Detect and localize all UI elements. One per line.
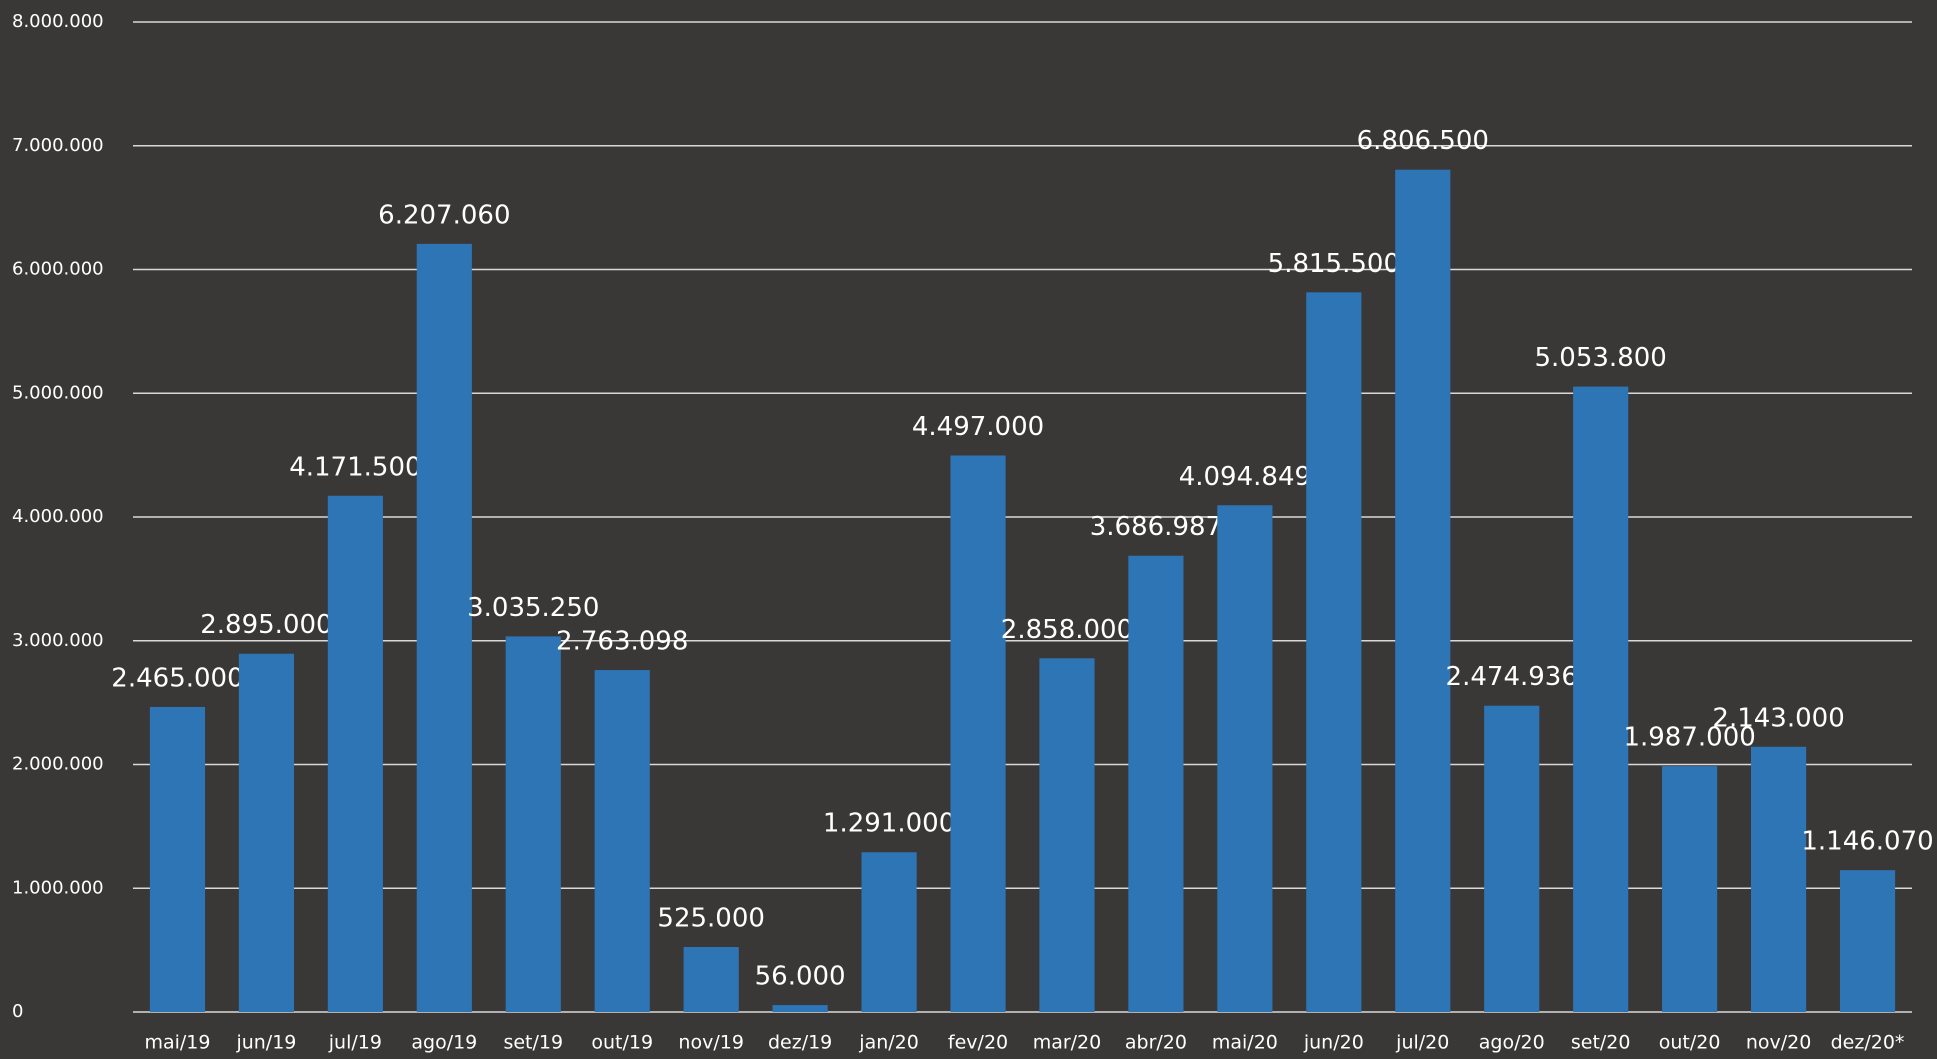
value-label: 3.035.250 [467, 593, 599, 623]
bar [950, 455, 1006, 1013]
x-tick-label: abr/20 [1125, 1032, 1187, 1054]
y-tick-label: 2.000.000 [12, 754, 104, 775]
bar [772, 1005, 828, 1012]
bar [1128, 555, 1184, 1012]
value-label: 4.094.849 [1179, 462, 1311, 492]
bar [1751, 746, 1807, 1012]
x-tick-label: dez/20* [1831, 1032, 1905, 1054]
x-tick-label: nov/19 [678, 1032, 744, 1054]
bar [1573, 386, 1629, 1012]
value-label: 5.815.500 [1268, 249, 1400, 279]
bar [1484, 705, 1540, 1012]
value-label: 525.000 [657, 904, 765, 934]
value-label: 2.143.000 [1712, 703, 1844, 733]
value-label: 2.895.000 [200, 610, 332, 640]
bar [861, 852, 917, 1012]
bar [1306, 292, 1362, 1012]
x-tick-label: mai/20 [1212, 1032, 1278, 1054]
x-tick-label: out/20 [1659, 1032, 1721, 1054]
value-label: 4.497.000 [912, 412, 1044, 442]
y-tick-label: 0 [12, 1001, 23, 1022]
bar [1662, 766, 1718, 1012]
value-label: 1.291.000 [823, 809, 955, 839]
y-tick-label: 6.000.000 [12, 259, 104, 280]
x-tick-label: mar/20 [1033, 1032, 1102, 1054]
value-label: 1.987.000 [1623, 723, 1755, 753]
x-tick-label: set/19 [503, 1032, 563, 1054]
x-tick-label: out/19 [591, 1032, 653, 1054]
value-label: 1.146.070 [1801, 827, 1933, 857]
x-tick-label: set/20 [1571, 1032, 1631, 1054]
bar [416, 243, 472, 1012]
value-label: 2.474.936 [1446, 662, 1578, 692]
y-tick-label: 5.000.000 [12, 382, 104, 403]
bar [149, 706, 206, 1012]
y-tick-label: 8.000.000 [12, 11, 104, 32]
x-tick-label: jul/20 [1395, 1032, 1449, 1054]
value-label: 2.763.098 [556, 627, 688, 657]
x-tick-label: fev/20 [948, 1032, 1008, 1054]
bar [327, 495, 383, 1013]
value-label: 2.465.000 [111, 663, 243, 693]
value-label: 56.000 [755, 962, 846, 992]
y-tick-label: 3.000.000 [12, 630, 104, 651]
y-tick-label: 1.000.000 [12, 877, 104, 898]
x-tick-label: jan/20 [858, 1032, 919, 1054]
bar [505, 636, 561, 1012]
bar [1839, 870, 1896, 1012]
value-label: 3.686.987 [1090, 512, 1222, 542]
x-tick-label: jun/19 [235, 1032, 296, 1054]
bar [1039, 658, 1095, 1012]
y-tick-label: 7.000.000 [12, 135, 104, 156]
y-tick-label: 4.000.000 [12, 506, 104, 527]
x-tick-label: ago/19 [411, 1032, 477, 1054]
value-label: 6.207.060 [378, 200, 510, 230]
value-label: 5.053.800 [1535, 343, 1667, 373]
x-tick-label: nov/20 [1746, 1032, 1812, 1054]
x-tick-label: mai/19 [144, 1032, 210, 1054]
value-label: 6.806.500 [1357, 126, 1489, 156]
bar [1217, 505, 1273, 1012]
x-tick-label: jun/20 [1303, 1032, 1364, 1054]
value-label: 4.171.500 [289, 452, 421, 482]
x-tick-label: dez/19 [768, 1032, 832, 1054]
x-tick-label: jul/19 [328, 1032, 382, 1054]
x-tick-label: ago/20 [1479, 1032, 1545, 1054]
bar [1395, 169, 1451, 1012]
bar [683, 947, 739, 1012]
bar [238, 653, 294, 1012]
bar [594, 670, 650, 1012]
value-label: 2.858.000 [1001, 615, 1133, 645]
